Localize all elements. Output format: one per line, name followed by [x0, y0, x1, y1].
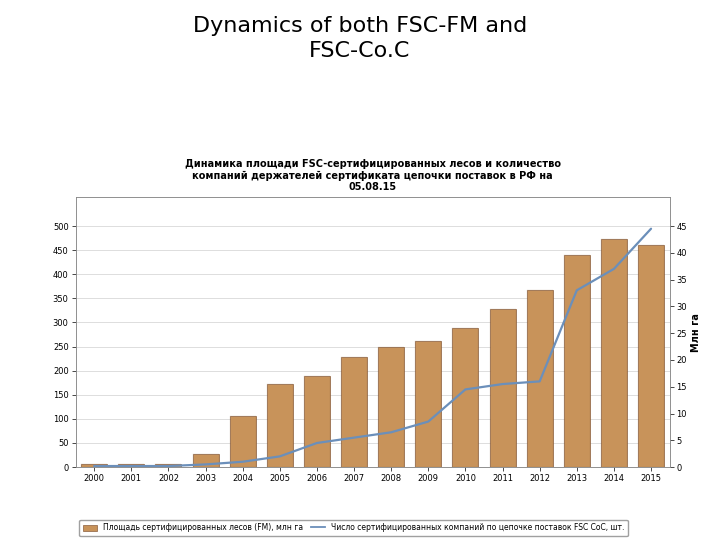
Bar — [341, 357, 367, 467]
Title: Динамика площади FSC-сертифицированных лесов и количество
компаний держателей се: Динамика площади FSC-сертифицированных л… — [184, 159, 561, 192]
Bar — [526, 291, 553, 467]
Bar — [267, 384, 293, 467]
Bar — [81, 464, 107, 467]
Bar — [415, 341, 441, 467]
Bar — [267, 384, 293, 467]
Bar — [638, 245, 664, 467]
Legend: Площадь сертифицированных лесов (FM), млн га, Число сертифицированных компаний п: Площадь сертифицированных лесов (FM), мл… — [79, 519, 628, 536]
Bar — [341, 357, 367, 467]
Bar — [156, 464, 181, 467]
Bar — [490, 309, 516, 467]
Text: Dynamics of both FSC-FM and
FSC-Co.C: Dynamics of both FSC-FM and FSC-Co.C — [193, 16, 527, 61]
Bar — [230, 416, 256, 467]
Bar — [192, 454, 219, 467]
Bar — [378, 347, 404, 467]
Y-axis label: Млн га: Млн га — [691, 313, 701, 352]
Bar — [118, 464, 144, 467]
Bar — [192, 454, 219, 467]
Bar — [452, 328, 478, 467]
Bar — [638, 245, 664, 467]
Bar — [452, 328, 478, 467]
Bar — [564, 255, 590, 467]
Bar — [156, 464, 181, 467]
Bar — [304, 376, 330, 467]
Bar — [415, 341, 441, 467]
Bar — [230, 416, 256, 467]
Bar — [564, 255, 590, 467]
Bar — [601, 239, 627, 467]
Bar — [118, 464, 144, 467]
Bar — [526, 291, 553, 467]
Bar — [601, 239, 627, 467]
Bar — [490, 309, 516, 467]
Bar — [81, 464, 107, 467]
Bar — [304, 376, 330, 467]
Bar — [378, 347, 404, 467]
